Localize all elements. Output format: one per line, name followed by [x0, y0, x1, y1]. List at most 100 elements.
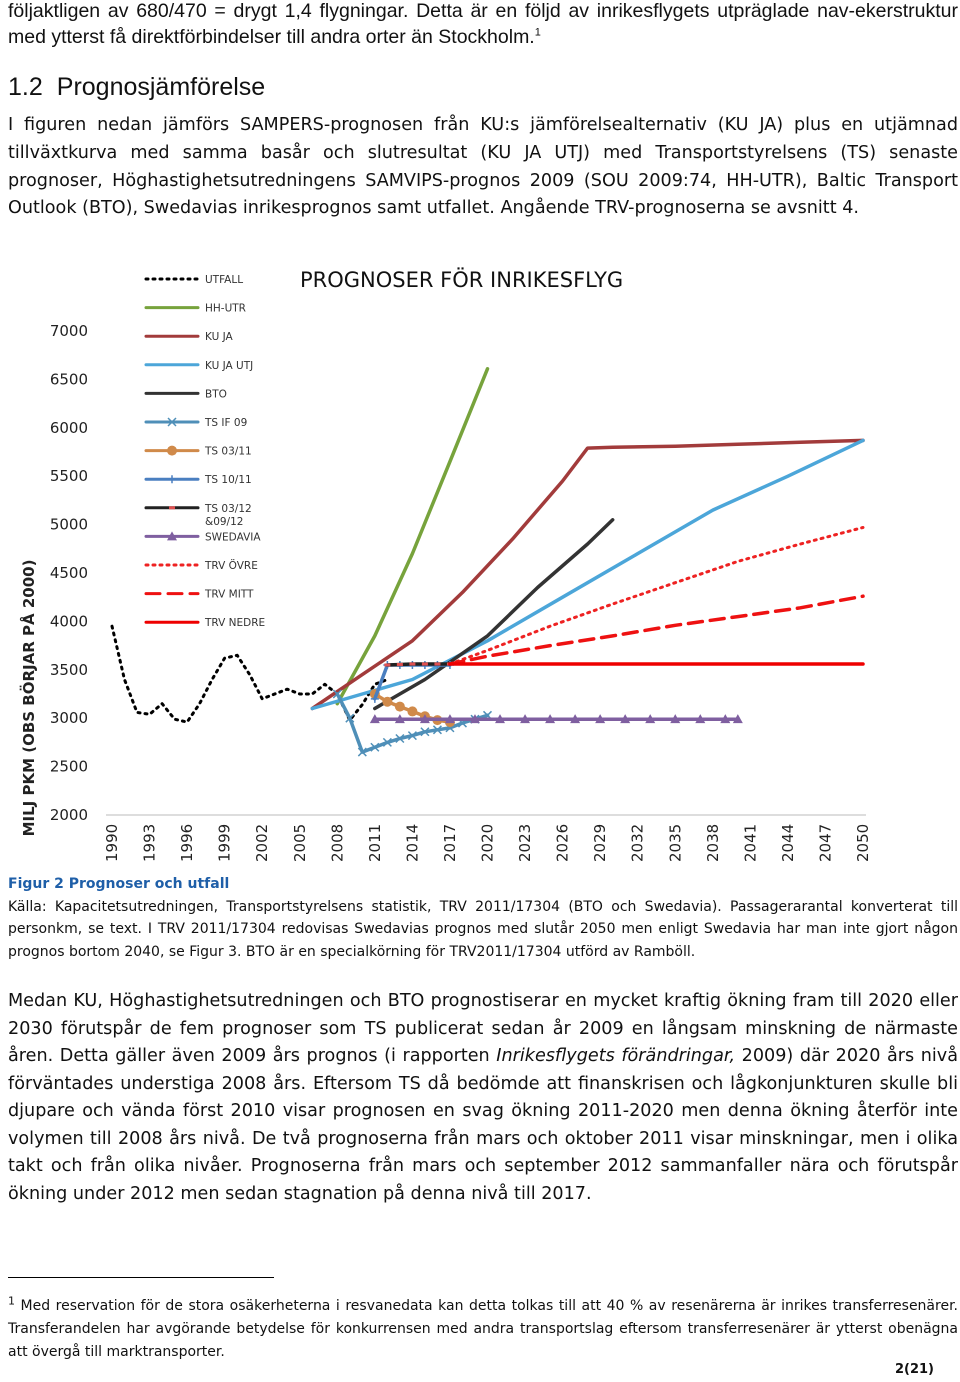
data-point-ts-if-09	[395, 733, 405, 744]
series-ku-ja	[310, 438, 865, 711]
data-point-ts-if-09	[345, 713, 355, 723]
y-tick-label: 5500	[50, 467, 88, 485]
data-point-ts-if-09	[357, 747, 367, 757]
y-tick-label: 2500	[50, 758, 88, 776]
data-point-swedavia	[620, 714, 631, 724]
data-point-swedavia	[469, 714, 480, 724]
x-tick-label: 2032	[629, 824, 647, 862]
x-tick-label: 2014	[403, 824, 421, 862]
footnote: 1 Med reservation för de stora osäkerhet…	[8, 1295, 958, 1364]
series-bto	[373, 518, 615, 711]
series-line-ku-ja-utj	[310, 438, 865, 711]
section-title: Prognosjämförelse	[56, 73, 266, 101]
legend-label: TS 03/12 &09/12	[204, 503, 252, 528]
legend-item-hh-utr: HH-UTR	[144, 303, 246, 315]
legend-item-ts-03-11: TS 03/11	[144, 445, 252, 458]
series-line-trv-vre	[448, 526, 865, 666]
series-line-ts-03-12-09-12	[385, 662, 452, 667]
data-point-swedavia	[495, 714, 506, 724]
footnote-text: Med reservation för de stora osäkerheter…	[8, 1298, 958, 1360]
data-point-ts-if-09	[407, 731, 417, 741]
y-tick-label: 7000	[50, 322, 88, 340]
legend-marker	[167, 445, 177, 456]
top-paragraph: följaktligen av 680/470 = drygt 1,4 flyg…	[8, 0, 958, 50]
data-point-swedavia	[732, 714, 743, 724]
series-utfall	[110, 624, 389, 724]
legend-item-trv-nedre: TRV NEDRE	[144, 617, 265, 629]
legend-item-ts-if-09: TS IF 09	[144, 417, 247, 429]
legend-marker	[167, 417, 177, 427]
data-point-swedavia	[570, 714, 581, 724]
legend-marker	[169, 506, 175, 510]
figure-caption: Figur 2 Prognoser och utfall Källa: Kapac…	[8, 873, 958, 963]
series-line-utfall	[110, 624, 389, 724]
legend-label: HH-UTR	[205, 303, 246, 315]
y-ticks: 2000 2500 3000 3500 4000 4500 5000 5500 6000 6500…	[50, 322, 88, 824]
x-tick-label: 2020	[479, 824, 497, 862]
data-point-swedavia	[394, 714, 405, 724]
series-ts-03-11	[369, 689, 455, 728]
x-tick-label: 2017	[441, 824, 459, 862]
y-tick-label: 6000	[50, 419, 88, 437]
x-tick-label: 2047	[816, 824, 834, 862]
series-line-hh-utr	[335, 367, 490, 706]
intro-paragraph: I figuren nedan jämförs SAMPERS-prognose…	[8, 115, 958, 219]
x-tick-label: 2026	[554, 824, 572, 862]
data-point-swedavia	[595, 714, 606, 724]
series-line-ku-ja	[310, 438, 865, 711]
x-tick-label: 2029	[591, 824, 609, 862]
section-heading: 1.2 Prognosjämförelse	[8, 73, 265, 102]
x-tick-label: 2035	[666, 824, 684, 862]
data-point-swedavia	[419, 714, 430, 724]
x-tick-label: 2041	[741, 824, 759, 862]
series-line-bto	[373, 518, 615, 711]
x-tick-label: 1999	[216, 824, 234, 862]
x-tick-label: 1993	[141, 824, 159, 862]
legend-label: TS 10/11	[204, 474, 252, 486]
data-point-swedavia	[444, 714, 455, 724]
y-tick-label: 4500	[50, 564, 88, 582]
legend-background	[136, 262, 284, 644]
data-point-swedavia	[670, 714, 681, 724]
body-paragraph-italic: Inrikesflygets förändringar,	[496, 1046, 736, 1066]
series-ts-if-09	[332, 689, 493, 757]
series-lines	[110, 367, 865, 757]
data-point-swedavia	[520, 714, 531, 724]
series-hh-utr	[335, 367, 490, 706]
data-point-ts-03-12-09-12	[434, 662, 441, 666]
series-trv-vre	[448, 526, 865, 666]
legend-marker	[167, 531, 177, 541]
data-point-swedavia	[720, 714, 731, 724]
y-tick-label: 3000	[50, 709, 88, 727]
data-point-ts-03-12-09-12	[396, 662, 403, 666]
series-line-ts-if-09	[335, 692, 490, 754]
legend-label: TS 03/11	[204, 446, 252, 458]
x-tick-label: 2023	[516, 824, 534, 862]
body-paragraph: Medan KU, Höghastighetsutredningen och B…	[8, 988, 958, 1208]
data-point-swedavia	[695, 714, 706, 724]
x-tick-label: 2044	[779, 824, 797, 862]
footnote-number: 1	[8, 1294, 15, 1308]
legend-label: TRV NEDRE	[204, 617, 265, 629]
legend-item-ku-ja-utj: KU JA UTJ	[144, 360, 253, 372]
data-point-swedavia	[369, 714, 380, 724]
forecast-chart: PROGNOSER FÖR INRIKESFLYG MILJ PKM (OBS …	[19, 262, 872, 862]
y-tick-label: 2000	[50, 806, 88, 824]
legend-label: TRV MITT	[204, 589, 254, 601]
series-ku-ja-utj	[310, 438, 865, 711]
y-tick-label: 6500	[50, 370, 88, 388]
x-ticks: 1990 1993 1996 1999 2002 2005 2008 2011 2014 2017…	[103, 824, 872, 862]
legend: UTFALL HH-UTR KU JA KU JA UTJ BTO TS IF 09 TS …	[144, 274, 265, 629]
y-tick-label: 4000	[50, 612, 88, 630]
data-point-ts-if-09	[420, 727, 430, 737]
figure-caption-title: Figur 2 Prognoser och utfall	[8, 876, 230, 892]
legend-marker	[168, 475, 176, 484]
body-paragraph-part1: Medan KU, Höghastighetsutredningen och B…	[8, 991, 958, 1066]
legend-item-trv-vre: TRV ÖVRE	[144, 559, 258, 572]
data-point-ts-03-11	[394, 701, 405, 712]
chart-title: PROGNOSER FÖR INRIKESFLYG	[300, 267, 623, 292]
series-swedavia	[369, 714, 743, 724]
footnote-reference[interactable]: 1	[534, 26, 541, 39]
data-point-ts-if-09	[432, 725, 442, 735]
x-tick-label: 2050	[854, 824, 872, 862]
